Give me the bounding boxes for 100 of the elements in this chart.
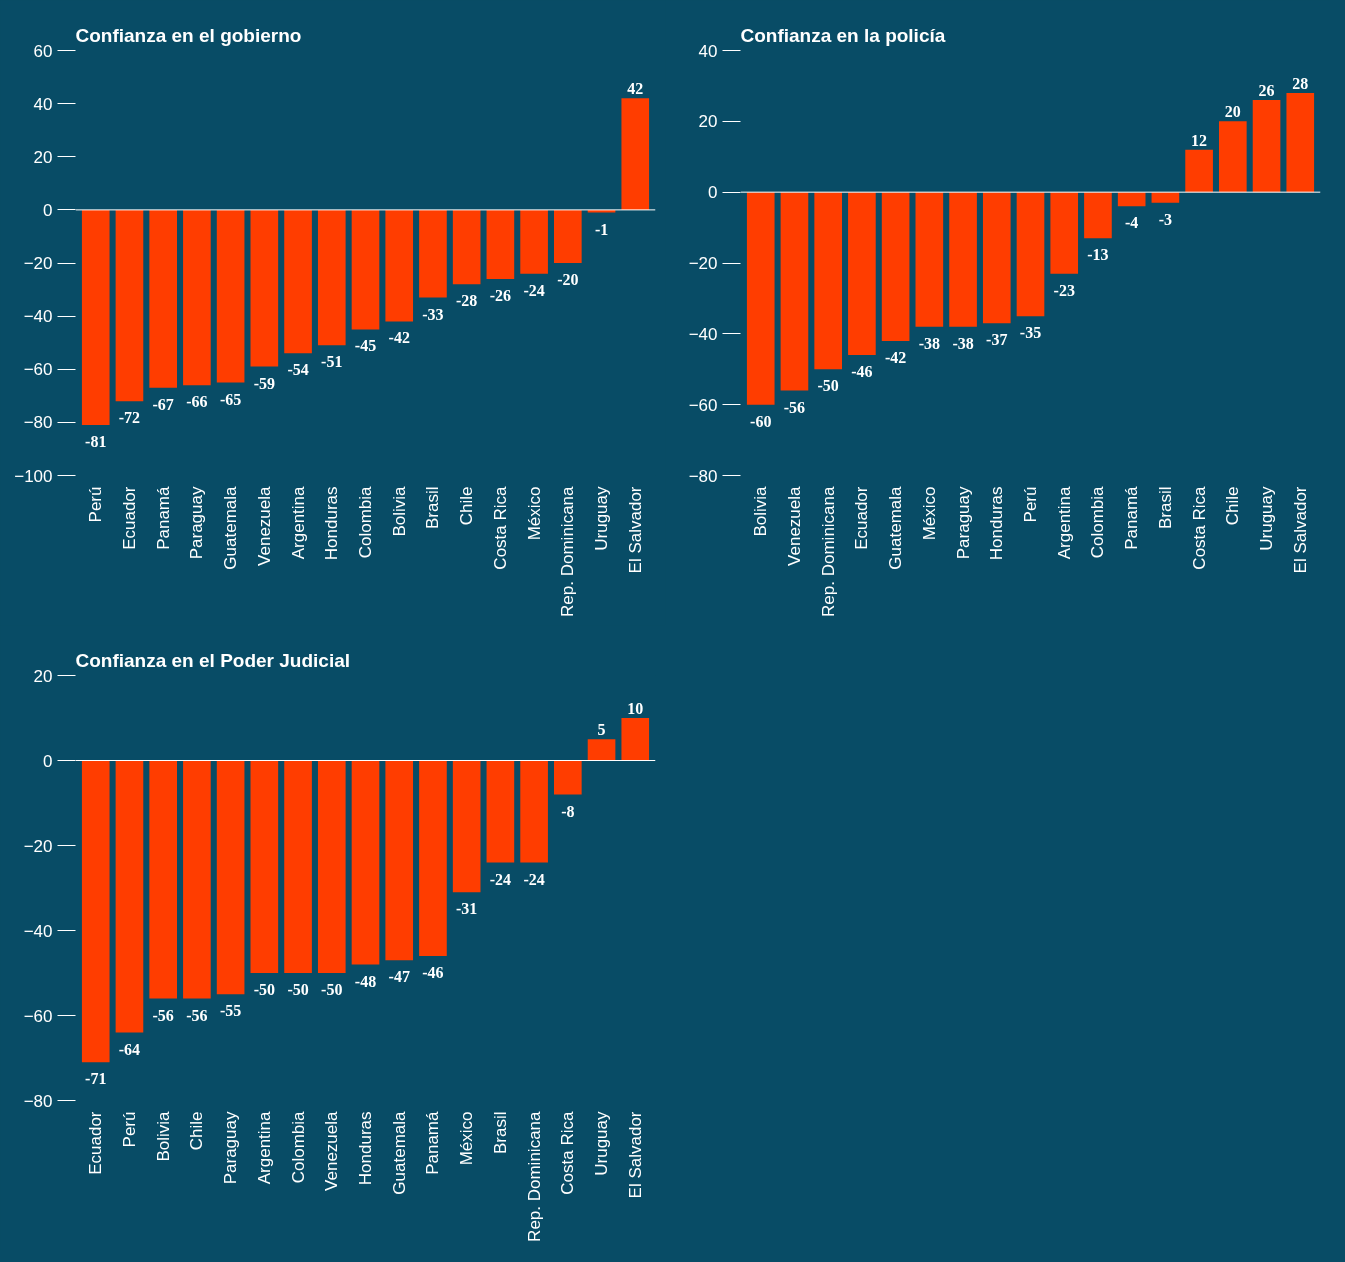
data-label: -56 xyxy=(783,398,806,416)
bar xyxy=(881,192,910,341)
bar xyxy=(1151,192,1180,203)
data-label: 28 xyxy=(1292,75,1309,92)
bar xyxy=(1084,192,1112,239)
data-label: -59 xyxy=(253,374,275,392)
data-label: 12 xyxy=(1191,131,1208,149)
x-tick-label: Rep. Dominicana xyxy=(818,485,838,617)
x-tick-label: El Salvador xyxy=(1290,486,1310,574)
x-tick-label: Venezuela xyxy=(322,1110,342,1191)
x-tick-label: Chile xyxy=(1223,486,1243,526)
data-label: 42 xyxy=(627,80,644,98)
x-tick-label: Panamá xyxy=(423,1110,443,1175)
x-tick-label: Brasil xyxy=(490,1111,510,1155)
bar xyxy=(915,192,944,327)
bar xyxy=(621,718,650,761)
x-tick-label: Ecuador xyxy=(86,1111,106,1175)
x-tick-label: Honduras xyxy=(987,486,1007,561)
data-label: -24 xyxy=(489,870,512,888)
y-tick-label: 0 xyxy=(43,751,53,771)
bar xyxy=(115,760,144,1033)
bar xyxy=(1050,192,1079,274)
x-tick-label: Perú xyxy=(86,486,106,523)
bar xyxy=(149,760,177,999)
bar xyxy=(746,192,775,405)
x-tick-label: Venezuela xyxy=(254,485,274,566)
data-label: -50 xyxy=(287,981,309,998)
bar xyxy=(587,739,616,761)
data-label: -38 xyxy=(918,334,940,352)
data-label: -48 xyxy=(354,972,377,990)
bar xyxy=(1252,100,1281,193)
x-tick-label: Venezuela xyxy=(784,485,804,566)
data-label: -1 xyxy=(594,220,609,238)
data-label: -38 xyxy=(952,334,974,352)
x-tick-label: México xyxy=(919,486,939,541)
x-tick-label: Costa Rica xyxy=(558,1110,578,1195)
x-tick-label: Argentina xyxy=(254,1110,274,1185)
data-label: -51 xyxy=(321,353,343,371)
x-tick-label: Colombia xyxy=(1088,485,1108,559)
x-tick-label: Rep. Dominicana xyxy=(524,1110,544,1242)
data-label: -24 xyxy=(523,870,545,888)
x-tick-label: Honduras xyxy=(356,1111,375,1186)
y-tick-label: −20 xyxy=(688,254,718,273)
y-tick-label: −40 xyxy=(23,307,53,327)
bar xyxy=(1185,149,1213,193)
bar xyxy=(216,760,245,995)
data-label: -23 xyxy=(1053,281,1075,299)
x-tick-label: Chile xyxy=(187,1111,207,1151)
x-tick-label: Ecuador xyxy=(852,486,872,550)
data-label: -8 xyxy=(561,802,575,820)
y-tick-label: −60 xyxy=(23,1006,53,1026)
y-tick-label: 0 xyxy=(43,200,53,220)
data-label: -42 xyxy=(388,329,410,347)
x-tick-label: Brasil xyxy=(423,486,443,530)
bar xyxy=(949,192,977,327)
x-tick-label: Uruguay xyxy=(592,486,612,551)
data-label: -71 xyxy=(85,1070,107,1088)
x-tick-label: Argentina xyxy=(1054,485,1074,560)
y-tick-label: 20 xyxy=(33,147,53,167)
bar xyxy=(183,760,211,999)
x-tick-label: Paraguay xyxy=(953,486,973,560)
chart-title: Confianza en el gobierno xyxy=(75,24,302,46)
y-tick-label: −100 xyxy=(14,466,53,486)
data-label: -56 xyxy=(186,1006,208,1024)
y-tick-label: −80 xyxy=(23,1091,53,1111)
data-label: -24 xyxy=(523,281,545,299)
data-label: -60 xyxy=(750,412,772,430)
bar xyxy=(452,760,481,893)
chart-title: Confianza en la policía xyxy=(740,24,946,46)
data-label: -46 xyxy=(422,964,444,981)
y-tick-label: −40 xyxy=(688,324,718,344)
data-label: -64 xyxy=(118,1040,141,1058)
x-tick-label: Panamá xyxy=(1122,485,1142,550)
data-label: 26 xyxy=(1258,82,1275,100)
x-tick-label: México xyxy=(524,486,544,541)
x-tick-label: Panamá xyxy=(153,485,173,550)
y-tick-label: −60 xyxy=(688,395,718,415)
chart-title: Confianza en el Poder Judicial xyxy=(75,649,351,671)
bar xyxy=(284,760,312,973)
x-tick-label: Chile xyxy=(457,486,477,526)
x-tick-label: Costa Rica xyxy=(490,485,510,570)
x-tick-label: Rep. Dominicana xyxy=(558,485,578,617)
data-label: -46 xyxy=(851,363,873,381)
x-tick-label: Argentina xyxy=(288,485,308,560)
x-tick-label: Costa Rica xyxy=(1189,485,1209,570)
y-tick-label: −60 xyxy=(23,360,53,380)
bar xyxy=(81,760,110,1063)
data-label: -3 xyxy=(1158,210,1173,228)
x-tick-label: Guatemala xyxy=(389,1110,409,1195)
x-tick-label: Bolivia xyxy=(153,1110,173,1162)
y-tick-label: −80 xyxy=(688,466,718,486)
x-tick-label: Bolivia xyxy=(751,485,771,537)
bar xyxy=(486,760,515,863)
y-tick-label: 0 xyxy=(708,183,718,203)
y-tick-label: 20 xyxy=(698,112,718,132)
bar xyxy=(982,192,1011,324)
data-label: -28 xyxy=(456,292,478,310)
bar xyxy=(317,760,346,973)
data-label: -20 xyxy=(557,271,579,288)
x-tick-label: Perú xyxy=(119,1111,139,1148)
